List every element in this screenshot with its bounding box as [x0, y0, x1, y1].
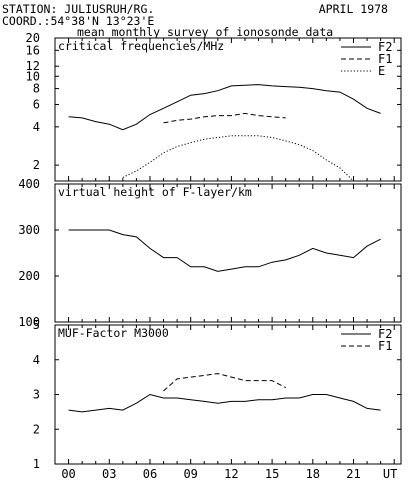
x-tick-label: 15	[265, 467, 279, 480]
x-tick-label: 03	[102, 467, 116, 480]
subtitle-label: mean monthly survey of ionosonde data	[77, 25, 334, 39]
y-tick-label: 4	[33, 353, 40, 367]
date-label: APRIL 1978	[318, 2, 388, 16]
panel-title: MUF-Factor M3000	[58, 326, 169, 340]
panel-2: 100 200 300 400 virtual height of F-layer/km	[18, 177, 402, 329]
station-label: STATION: JULIUSRUH/RG.	[2, 2, 155, 16]
x-tick-label: 09	[183, 467, 197, 480]
y-tick-label: 16	[26, 43, 40, 57]
y-tick-label: 6	[33, 97, 40, 111]
y-tick-label: 300	[18, 223, 40, 237]
panel-title: virtual height of F-layer/km	[58, 185, 252, 199]
series-line-f2	[68, 393, 381, 413]
legend-label-e: E	[378, 64, 385, 78]
panel-frame	[54, 37, 402, 182]
series-line-f1	[163, 373, 286, 392]
legend-label-f1: F1	[378, 339, 392, 353]
x-tick-label: 18	[306, 467, 320, 480]
y-tick-label: 2	[33, 422, 40, 436]
coordinates-label: COORD.:54°38'N 13°23'E	[2, 14, 155, 28]
x-tick-label: 00	[61, 467, 75, 480]
series-line-f2	[68, 84, 381, 131]
y-tick-label: 200	[18, 269, 40, 283]
y-tick-label: 400	[18, 177, 40, 191]
legend-label-f2: F2	[378, 327, 392, 341]
panel-frame	[54, 183, 402, 323]
legend-label-f1: F1	[378, 52, 392, 66]
y-tick-label: 4	[33, 120, 40, 134]
y-tick-label: 3	[33, 388, 40, 402]
series-line-f1	[163, 112, 286, 124]
y-tick-label: 10	[26, 69, 40, 83]
series-line-e	[122, 135, 354, 182]
y-tick-label: 1	[33, 457, 40, 471]
legend-label-f2: F2	[378, 40, 392, 54]
x-tick-label: 21	[346, 467, 360, 480]
y-tick-label: 2	[33, 158, 40, 172]
y-tick-label: 20	[26, 31, 40, 45]
y-tick-label: 100	[18, 315, 40, 329]
x-tick-label: UT	[383, 467, 397, 480]
x-tick-label: 06	[143, 467, 157, 480]
series-line-height	[68, 229, 381, 272]
y-tick-label: 5	[33, 318, 40, 332]
x-tick-label: 12	[224, 467, 238, 480]
y-tick-label: 12	[26, 59, 40, 73]
panel-title: critical frequencies/MHz	[58, 39, 224, 53]
y-tick-label: 8	[33, 82, 40, 96]
